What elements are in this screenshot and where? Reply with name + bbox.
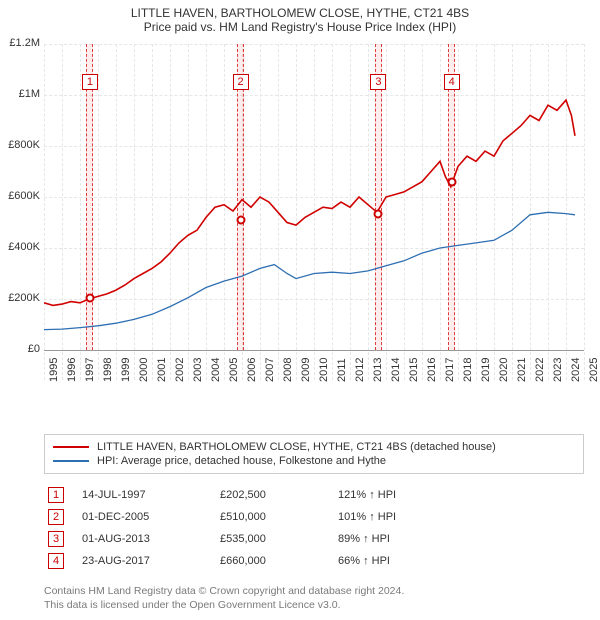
legend: LITTLE HAVEN, BARTHOLOMEW CLOSE, HYTHE, … xyxy=(44,434,584,474)
txn-pct-vs-hpi: 66% ↑ HPI xyxy=(338,555,478,567)
transaction-point-marker xyxy=(85,294,94,303)
transaction-point-marker xyxy=(374,209,383,218)
y-axis-label: £1M xyxy=(0,88,40,100)
y-axis-label: £0 xyxy=(0,343,40,355)
txn-number-box: 1 xyxy=(48,487,64,503)
legend-swatch xyxy=(53,446,89,448)
txn-number-box: 3 xyxy=(48,531,64,547)
chart-subtitle: Price paid vs. HM Land Registry's House … xyxy=(0,20,600,38)
txn-pct-vs-hpi: 121% ↑ HPI xyxy=(338,489,478,501)
chart-container: LITTLE HAVEN, BARTHOLOMEW CLOSE, HYTHE, … xyxy=(0,0,600,620)
txn-price: £660,000 xyxy=(220,555,320,567)
transaction-point-marker xyxy=(447,177,456,186)
txn-price: £535,000 xyxy=(220,533,320,545)
txn-number-box: 4 xyxy=(48,553,64,569)
y-axis-label: £1.2M xyxy=(0,37,40,49)
chart-plot-area: £0£200K£400K£600K£800K£1M£1.2M1995199619… xyxy=(44,44,584,380)
txn-date: 01-AUG-2013 xyxy=(82,533,202,545)
legend-label: LITTLE HAVEN, BARTHOLOMEW CLOSE, HYTHE, … xyxy=(97,441,496,453)
txn-date: 01-DEC-2005 xyxy=(82,511,202,523)
table-row: 4 23-AUG-2017 £660,000 66% ↑ HPI xyxy=(44,550,584,572)
txn-pct-vs-hpi: 101% ↑ HPI xyxy=(338,511,478,523)
txn-pct-vs-hpi: 89% ↑ HPI xyxy=(338,533,478,545)
txn-date: 23-AUG-2017 xyxy=(82,555,202,567)
transaction-point-marker xyxy=(236,215,245,224)
txn-price: £202,500 xyxy=(220,489,320,501)
footnote-line: Contains HM Land Registry data © Crown c… xyxy=(44,584,584,598)
transactions-table: 1 14-JUL-1997 £202,500 121% ↑ HPI 2 01-D… xyxy=(44,484,584,572)
legend-swatch xyxy=(53,460,89,462)
table-row: 2 01-DEC-2005 £510,000 101% ↑ HPI xyxy=(44,506,584,528)
chart-series-svg xyxy=(44,44,584,380)
series-line-hpi xyxy=(44,212,575,329)
table-row: 3 01-AUG-2013 £535,000 89% ↑ HPI xyxy=(44,528,584,550)
legend-item: HPI: Average price, detached house, Folk… xyxy=(53,454,575,468)
txn-price: £510,000 xyxy=(220,511,320,523)
table-row: 1 14-JUL-1997 £202,500 121% ↑ HPI xyxy=(44,484,584,506)
y-axis-label: £400K xyxy=(0,241,40,253)
chart-title: LITTLE HAVEN, BARTHOLOMEW CLOSE, HYTHE, … xyxy=(0,0,600,20)
txn-number-box: 2 xyxy=(48,509,64,525)
y-axis-label: £600K xyxy=(0,190,40,202)
legend-label: HPI: Average price, detached house, Folk… xyxy=(97,455,386,467)
y-axis-label: £800K xyxy=(0,139,40,151)
txn-date: 14-JUL-1997 xyxy=(82,489,202,501)
legend-item: LITTLE HAVEN, BARTHOLOMEW CLOSE, HYTHE, … xyxy=(53,440,575,454)
y-axis-label: £200K xyxy=(0,292,40,304)
footnote: Contains HM Land Registry data © Crown c… xyxy=(44,584,584,612)
footnote-line: This data is licensed under the Open Gov… xyxy=(44,598,584,612)
